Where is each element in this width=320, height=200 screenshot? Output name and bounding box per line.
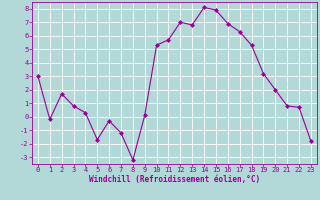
- X-axis label: Windchill (Refroidissement éolien,°C): Windchill (Refroidissement éolien,°C): [89, 175, 260, 184]
